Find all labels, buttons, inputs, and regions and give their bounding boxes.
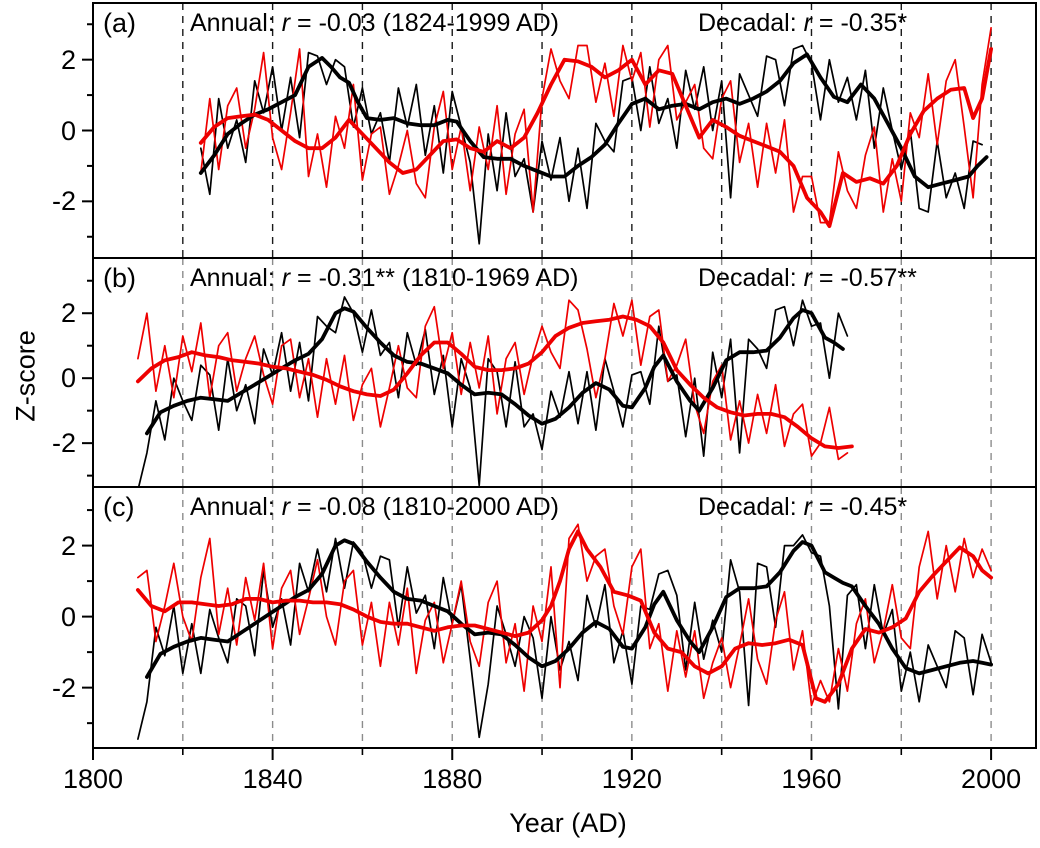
y-tick-label--2-panel-c: -2	[51, 672, 76, 703]
panel-b-series-black-annual	[137, 296, 849, 487]
x-tick-label-1840: 1840	[242, 764, 303, 794]
panel-b-series-red-annual	[137, 299, 849, 461]
panel-a-series-black-decadal	[198, 52, 989, 190]
panel-c-annual-annotation: Annual: r = -0.08 (1810-2000 AD)	[190, 493, 559, 522]
annotation-value: = -0.08 (1810-2000 AD)	[290, 493, 559, 521]
panel-c-decadal-annotation: Decadal: r = -0.45*	[698, 493, 907, 522]
x-tick-label-2000: 2000	[961, 764, 1022, 794]
y-tick-label-2-panel-c: 2	[60, 530, 76, 561]
annotation-prefix: Annual:	[190, 264, 282, 292]
panel-b-series-black-decadal	[145, 306, 845, 436]
annotation-value: = -0.57**	[811, 264, 917, 292]
panel-c-letter: (c)	[103, 492, 135, 522]
annotation-value: = -0.03 (1824-1999 AD)	[290, 9, 559, 37]
annotation-prefix: Annual:	[190, 493, 282, 521]
panel-c-series-red-annual	[137, 523, 992, 707]
y-tick-label-2-panel-b: 2	[60, 298, 76, 329]
r-symbol: r	[281, 264, 291, 292]
r-symbol: r	[281, 493, 291, 521]
annotation-prefix: Annual:	[190, 9, 282, 37]
annotation-value: = -0.31** (1810-1969 AD)	[290, 264, 579, 292]
y-tick-label-0-panel-a: 0	[60, 115, 76, 146]
panel-b-series-red-decadal	[136, 314, 854, 450]
x-tick-label-1800: 1800	[62, 764, 124, 794]
panel-c-series-red-decadal	[136, 529, 993, 704]
x-tick-label-1880: 1880	[422, 764, 483, 794]
panel-a-series-red-decadal	[198, 47, 993, 228]
r-symbol: r	[803, 493, 812, 521]
y-tick-label-0-panel-c: 0	[60, 601, 76, 632]
x-tick-label-1960: 1960	[781, 764, 842, 794]
y-tick-label-2-panel-a: 2	[60, 44, 76, 75]
panel-c-border	[92, 486, 1037, 749]
panel-a-decadal-annotation: Decadal: r = -0.35*	[698, 9, 907, 38]
panel-b-decadal-annotation: Decadal: r = -0.57**	[698, 264, 917, 293]
y-tick-label--2-panel-a: -2	[51, 186, 76, 217]
panel-a-annual-annotation: Annual: r = -0.03 (1824-1999 AD)	[190, 9, 559, 38]
r-symbol: r	[803, 264, 812, 292]
annotation-value: = -0.45*	[811, 493, 908, 521]
panel-a-letter: (a)	[103, 8, 136, 38]
r-symbol: r	[281, 9, 291, 37]
annotation-prefix: Decadal:	[698, 493, 804, 521]
y-tick-label--2-panel-b: -2	[51, 428, 76, 459]
panel-b-annual-annotation: Annual: r = -0.31** (1810-1969 AD)	[190, 264, 578, 293]
y-tick-label-0-panel-b: 0	[60, 363, 76, 394]
annotation-prefix: Decadal:	[698, 264, 804, 292]
x-tick-label-1920: 1920	[601, 764, 662, 794]
annotation-value: = -0.35*	[811, 9, 908, 37]
panel-b-letter: (b)	[103, 263, 136, 293]
r-symbol: r	[803, 9, 812, 37]
annotation-prefix: Decadal:	[698, 9, 804, 37]
x-axis-title: Year (AD)	[509, 808, 627, 838]
panel-c-series-black-decadal	[145, 538, 993, 679]
